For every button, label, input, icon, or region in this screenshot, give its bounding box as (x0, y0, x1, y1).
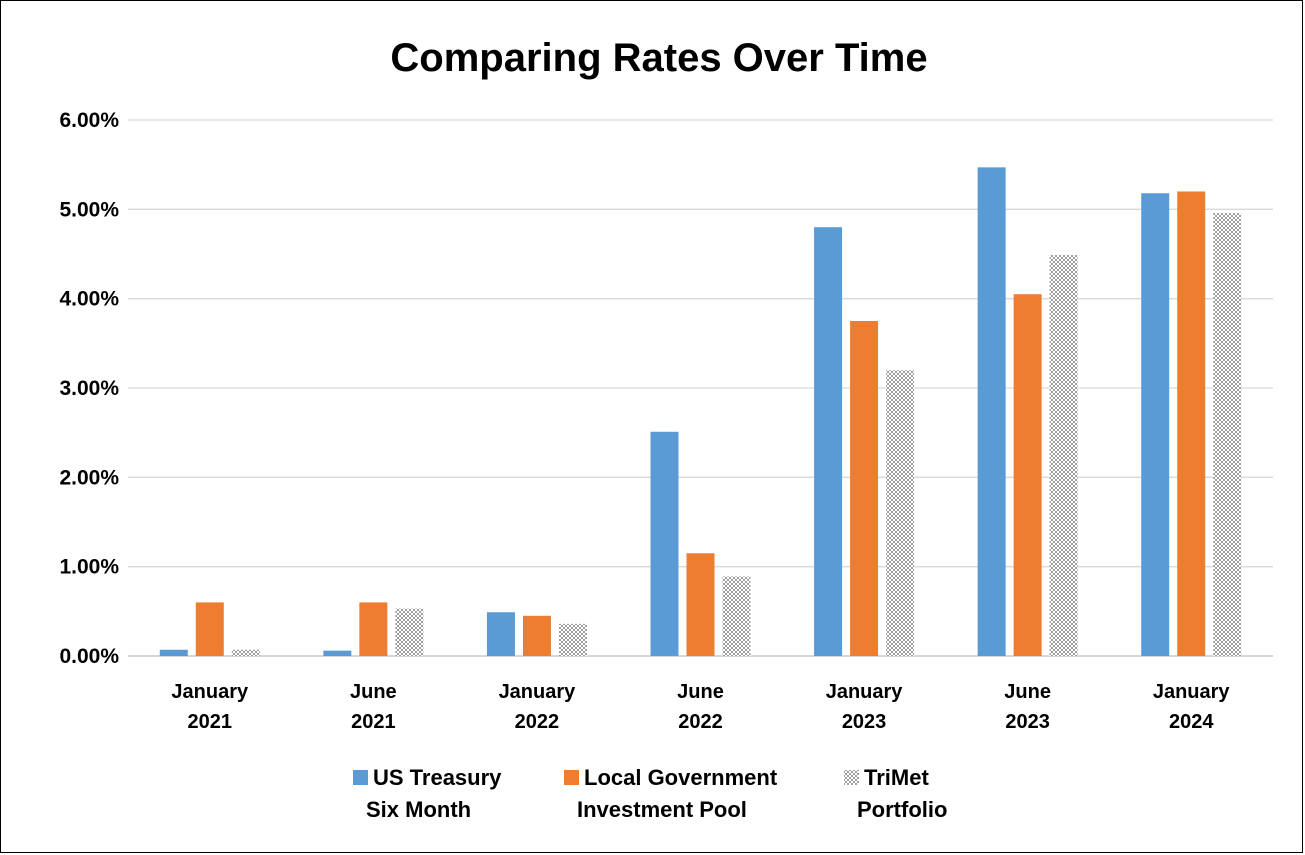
legend-swatch (844, 770, 859, 785)
bar (558, 623, 587, 656)
bar (814, 227, 843, 656)
y-tick-label: 4.00% (59, 288, 119, 311)
bar (231, 649, 260, 656)
x-tick-label: January 2021 (171, 681, 249, 733)
bar (722, 576, 751, 656)
legend-swatch (564, 770, 579, 785)
bar (323, 650, 352, 656)
x-tick-label: January 2022 (499, 681, 577, 733)
legend-label: TriMet Portfolio (857, 765, 947, 822)
chart-title: Comparing Rates Over Time (390, 36, 927, 80)
bar (1049, 254, 1078, 657)
x-tick-label: January 2023 (826, 681, 904, 733)
bar (359, 602, 388, 656)
legend-swatch (353, 770, 368, 785)
bar (1013, 294, 1042, 656)
x-tick-label: June 2023 (1004, 681, 1051, 733)
bar (522, 615, 551, 656)
bar (886, 370, 915, 656)
bar (686, 553, 715, 656)
bar (195, 602, 224, 656)
y-tick-label: 6.00% (59, 109, 119, 132)
y-tick-label: 0.00% (59, 645, 119, 668)
bar (1177, 191, 1206, 656)
x-tick-label: June 2022 (677, 681, 724, 733)
bar (1141, 193, 1170, 656)
bar (395, 608, 424, 656)
bars (159, 167, 1242, 657)
x-tick-label: January 2024 (1153, 681, 1231, 733)
y-tick-label: 5.00% (59, 198, 119, 221)
bar (850, 321, 879, 656)
bar (977, 167, 1006, 656)
legend-label: US Treasury Six Month (366, 765, 502, 822)
legend: US Treasury Six Month Local Government Inve… (353, 765, 947, 822)
bar (650, 431, 679, 656)
y-axis-ticks: 0.00% 1.00% 2.00% 3.00% 4.00% 5.00% 6.00% (59, 109, 119, 668)
gridlines (128, 119, 1273, 657)
y-tick-label: 3.00% (59, 377, 119, 400)
y-tick-label: 2.00% (59, 466, 119, 489)
x-axis-categories: January 2021 June 2021 January 2022 June 2022 Ja… (171, 681, 1230, 733)
bar (159, 649, 188, 656)
x-tick-label: June 2021 (350, 681, 397, 733)
legend-label: Local Government Investment Pool (577, 765, 778, 822)
bar (486, 612, 515, 656)
y-tick-label: 1.00% (59, 556, 119, 579)
bar (1213, 212, 1242, 656)
